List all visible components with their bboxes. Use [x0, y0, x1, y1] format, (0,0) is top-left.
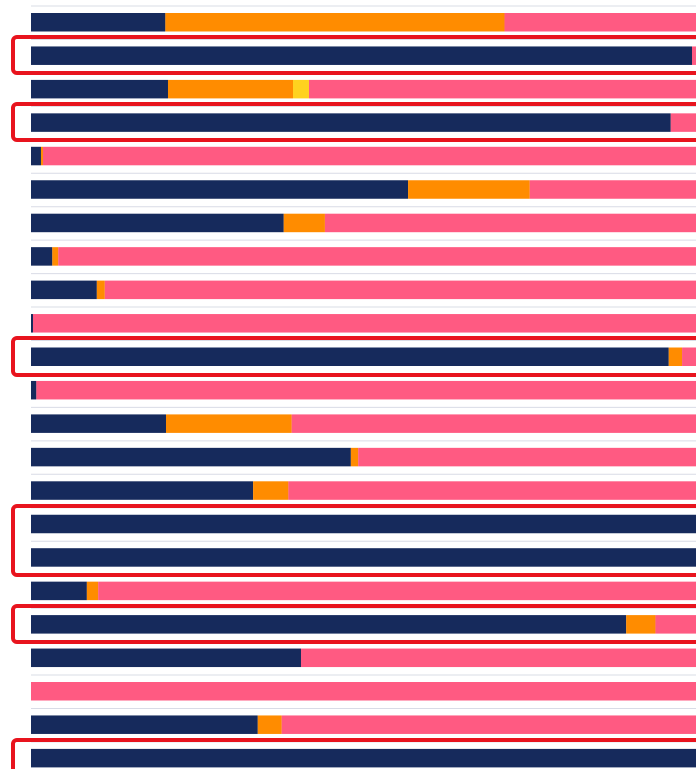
bar-segment [40, 146, 43, 166]
bar-segment [167, 79, 294, 99]
bar-segment [408, 180, 530, 199]
bar-segment [31, 447, 351, 467]
highlight-box [11, 738, 696, 769]
bar-segment [31, 180, 409, 199]
bar-segment [165, 13, 505, 32]
bar-segment [31, 79, 168, 99]
bar-segment [529, 180, 696, 199]
bar-segment [31, 13, 166, 32]
bar-segment [670, 113, 696, 132]
bar-segment [668, 347, 683, 366]
bar-segment [31, 548, 696, 567]
bar-segment [31, 380, 37, 400]
bar-segment [300, 648, 696, 668]
bar-segment [31, 748, 696, 768]
bar-segment [86, 581, 99, 601]
bar-segment [31, 514, 696, 534]
bars [31, 5, 696, 768]
bar-segment [42, 146, 696, 166]
highlight-box [11, 102, 696, 142]
highlight-box [11, 35, 696, 75]
bar-segment [31, 581, 87, 601]
bar-segment [52, 247, 59, 266]
bar-segment [31, 146, 41, 166]
bar-segment [257, 715, 282, 734]
bar-segment [293, 79, 309, 99]
bar-segment [31, 615, 627, 634]
bar-segment [350, 447, 359, 467]
bar-segment [96, 280, 105, 300]
bar-segment [31, 414, 166, 433]
bar-segment [358, 447, 696, 467]
bar-segment [308, 79, 696, 99]
bar-segment [692, 46, 696, 65]
bar-segment [31, 280, 97, 300]
highlight-box [11, 604, 696, 644]
highlights [11, 35, 696, 769]
highlight-box [11, 504, 696, 577]
bar-segment [32, 314, 696, 333]
bar-segment [31, 715, 258, 734]
bar-segment [324, 213, 696, 233]
bar-segment [31, 682, 696, 701]
bar-segment [31, 247, 53, 266]
bar-segment [31, 481, 254, 500]
bar-segment [291, 414, 696, 433]
bar-segment [98, 581, 696, 601]
bar-segment [31, 113, 671, 132]
bar-segment [626, 615, 656, 634]
bar-segment [504, 13, 696, 32]
bar-segment [31, 648, 301, 668]
bar-segment [655, 615, 696, 634]
bar-segment [288, 481, 696, 500]
bar-segment [58, 247, 696, 266]
bar-segment [31, 46, 693, 65]
bar-segment [36, 380, 696, 400]
bar-segment [31, 347, 669, 366]
bar-segment [31, 314, 33, 333]
bar-segment [281, 715, 696, 734]
highlight-box [11, 336, 696, 377]
bar-segment [253, 481, 289, 500]
bar-segment [104, 280, 696, 300]
bar-segment [682, 347, 696, 366]
bar-segment [283, 213, 325, 233]
bar-segment [31, 213, 284, 233]
bar-segment [165, 414, 292, 433]
